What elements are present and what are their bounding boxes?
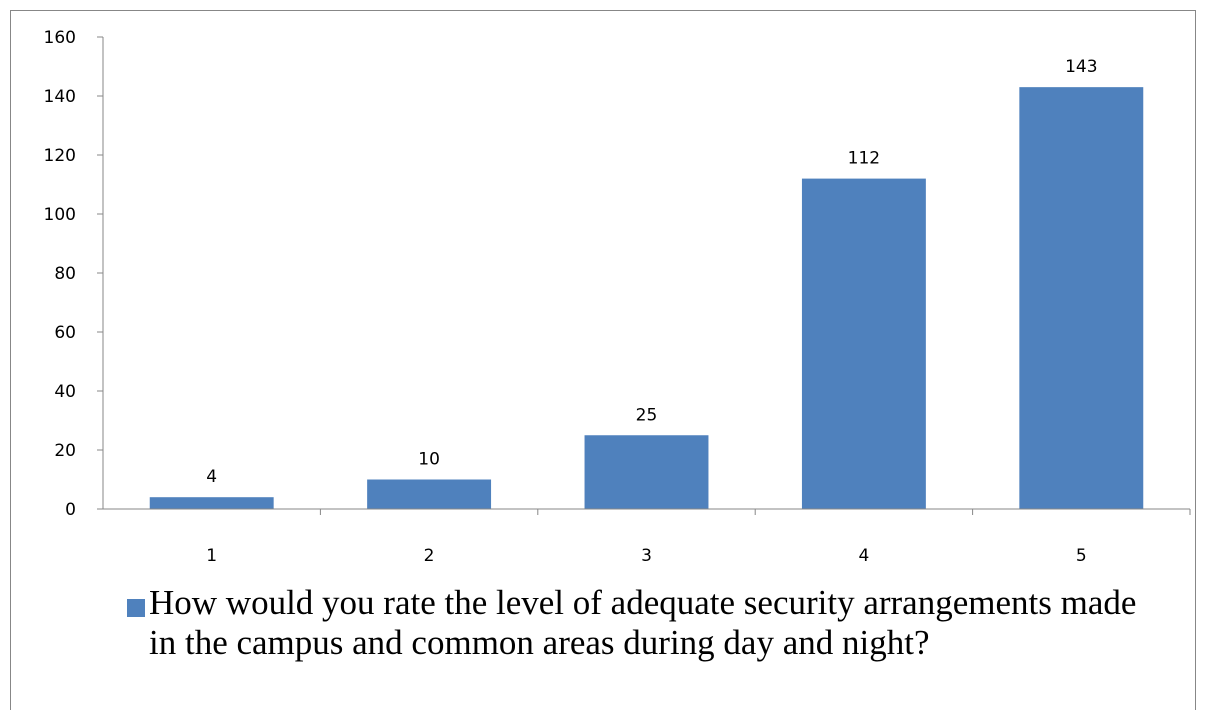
data-label-3: 25 xyxy=(636,405,658,425)
data-labels: 4 10 25 112 143 xyxy=(206,57,1097,487)
y-tick-label: 100 xyxy=(44,205,76,225)
y-tick-label: 80 xyxy=(54,264,76,284)
bar-2 xyxy=(367,479,492,509)
x-tick-label: 2 xyxy=(424,546,435,566)
bar-5 xyxy=(1019,87,1144,510)
y-tick-label: 20 xyxy=(54,441,76,461)
bars xyxy=(149,87,1144,510)
legend: How would you rate the level of adequate… xyxy=(127,583,1147,663)
x-axis-ticks: 1 2 3 4 5 xyxy=(206,509,1191,566)
y-tick-label: 120 xyxy=(44,146,76,166)
y-tick-label: 40 xyxy=(54,382,76,402)
y-tick-label: 60 xyxy=(54,323,76,343)
x-tick-label: 5 xyxy=(1076,546,1087,566)
y-tick-label: 140 xyxy=(44,87,76,107)
chart-frame xyxy=(10,10,1196,710)
x-tick-label: 3 xyxy=(641,546,652,566)
bar-4 xyxy=(801,178,926,509)
y-axis-ticks: 0 20 40 60 80 100 120 140 160 xyxy=(44,28,103,520)
bar-1 xyxy=(149,497,274,509)
legend-label: How would you rate the level of adequate… xyxy=(149,583,1137,662)
data-label-2: 10 xyxy=(418,450,440,470)
bar-3 xyxy=(584,435,709,509)
legend-swatch xyxy=(127,599,145,617)
data-label-4: 112 xyxy=(848,149,880,169)
data-label-5: 143 xyxy=(1065,57,1097,77)
x-tick-label: 1 xyxy=(206,546,217,566)
y-tick-label: 0 xyxy=(65,500,76,520)
y-tick-label: 160 xyxy=(44,28,76,48)
data-label-1: 4 xyxy=(206,467,217,487)
x-tick-label: 4 xyxy=(858,546,869,566)
